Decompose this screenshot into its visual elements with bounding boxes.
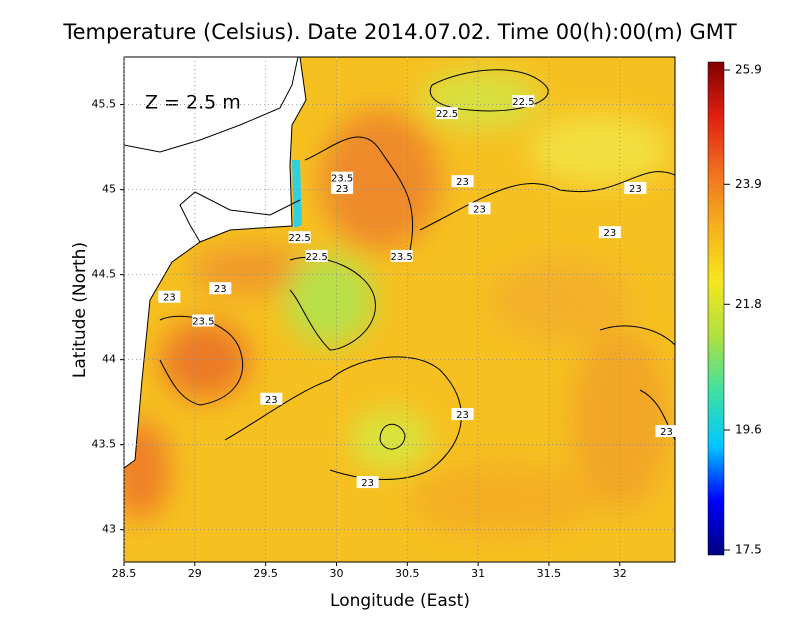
y-axis-label: Latitude (North) <box>70 242 90 378</box>
contour-label: 23.5 <box>331 174 353 185</box>
contour-label-box <box>451 175 474 188</box>
y-tick-label: 44.5 <box>92 268 117 281</box>
contour-label-box <box>209 282 232 295</box>
x-tick-label: 28.5 <box>112 567 137 580</box>
contour-label: 23 <box>214 284 227 295</box>
y-tick-label: 45 <box>102 183 116 196</box>
contour-label-box <box>192 314 215 327</box>
contour-label: 22.5 <box>436 109 458 120</box>
colorbar-tick-label: 19.6 <box>735 423 762 437</box>
contour-label-box <box>451 408 474 421</box>
contour-label-box <box>158 290 181 303</box>
contour-label-box <box>512 95 535 108</box>
y-tick-label: 43.5 <box>92 438 117 451</box>
contour-label-box <box>598 226 621 239</box>
contour-label: 23 <box>660 427 673 438</box>
contour-label: 22.5 <box>289 233 311 244</box>
contour-label: 22.5 <box>306 252 328 263</box>
contour-label-box <box>331 171 354 184</box>
contour-label-box <box>260 392 283 405</box>
y-tick-label: 43 <box>102 523 116 536</box>
depth-annotation: Z = 2.5 m <box>145 92 241 114</box>
colorbar-tick-label: 21.8 <box>735 297 762 311</box>
contour-label: 23 <box>603 228 616 239</box>
contour-label-box <box>624 181 647 194</box>
x-tick-label: 29 <box>188 567 202 580</box>
x-tick-label: 29.5 <box>253 567 278 580</box>
colorbar-tick-label: 23.9 <box>735 177 762 191</box>
contour-label: 23 <box>336 184 349 195</box>
contour-label: 23 <box>265 395 278 406</box>
contour-label-box <box>356 476 379 489</box>
x-tick-label: 31.5 <box>537 567 562 580</box>
contour-label-box <box>288 231 311 244</box>
x-tick-label: 31 <box>471 567 485 580</box>
colorbar <box>707 61 725 556</box>
contour-label: 23 <box>473 204 486 215</box>
x-tick-label: 32 <box>613 567 627 580</box>
contour-label-box <box>655 425 678 438</box>
contour-label-box <box>435 107 458 120</box>
contour-label: 22.5 <box>512 97 534 108</box>
colorbar-tick-label: 17.5 <box>735 543 762 557</box>
contour-label: 23 <box>361 478 374 489</box>
y-tick-label: 45.5 <box>92 98 117 111</box>
contour-label: 23 <box>629 184 642 195</box>
title: Temperature (Celsius). Date 2014.07.02. … <box>62 20 737 44</box>
contour-label: 23 <box>456 410 469 421</box>
colorbar-tick-label: 25.9 <box>735 63 762 77</box>
x-tick-label: 30 <box>329 567 343 580</box>
contour-label: 23 <box>456 177 469 188</box>
x-axis-label: Longitude (East) <box>330 591 470 611</box>
contour-label-box <box>331 181 354 194</box>
contour-label-box <box>305 249 328 262</box>
y-tick-label: 44 <box>102 353 116 366</box>
contour-label: 23.5 <box>390 252 412 263</box>
x-tick-label: 30.5 <box>395 567 420 580</box>
contour-label-box <box>390 249 413 262</box>
contour-label: 23.5 <box>192 317 214 328</box>
contour-label: 23 <box>163 293 176 304</box>
contour-label-box <box>468 202 491 215</box>
